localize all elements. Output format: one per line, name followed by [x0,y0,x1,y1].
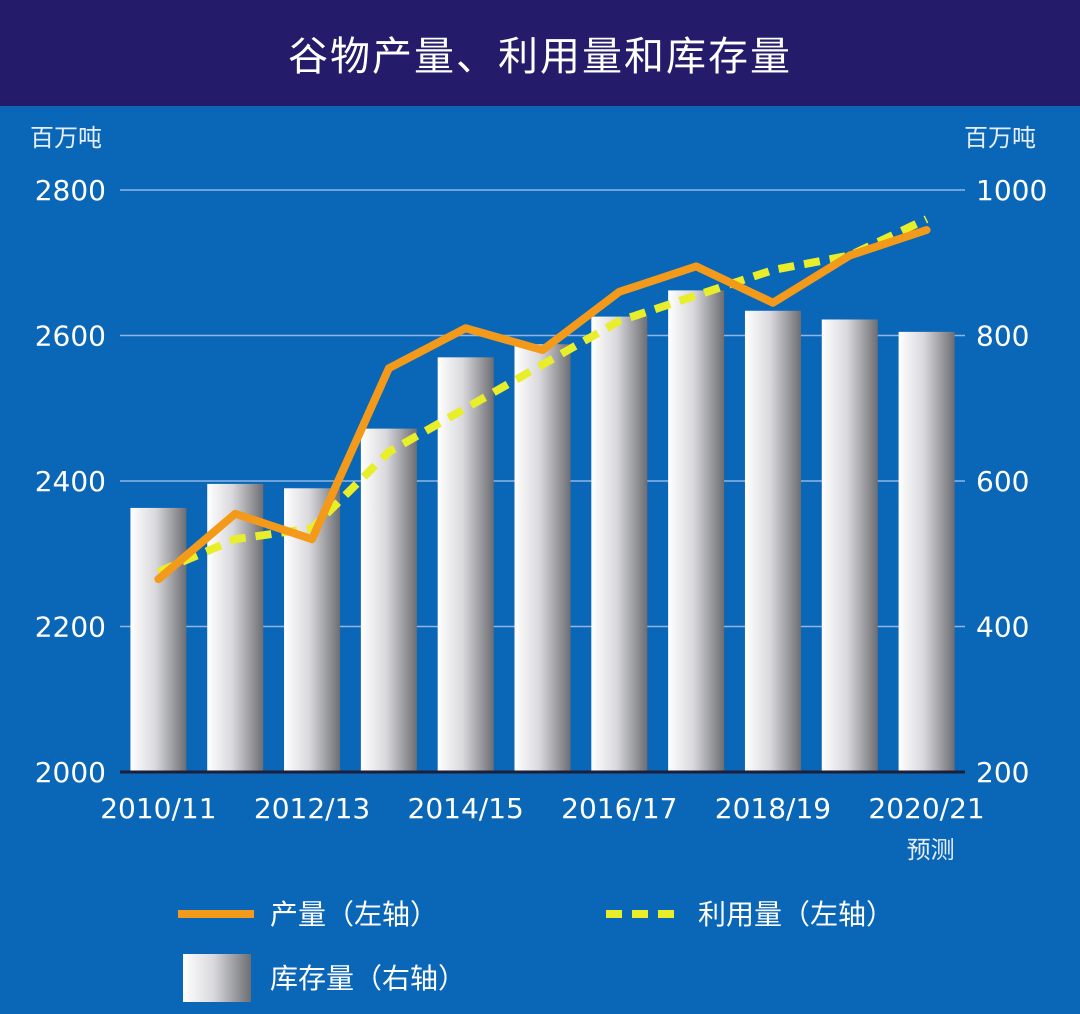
stock-bar [360,428,417,772]
stock-bar [821,319,878,772]
stock-bar [668,290,725,772]
chart-canvas: 百万吨 百万吨 2000 2200 2400 2600 2800 200 400 600 800 10… [30,124,1047,1002]
x-axis-tick-label: 2010/11 [100,792,216,825]
x-axis-tick-label: 2016/17 [561,792,677,825]
right-axis-unit: 百万吨 [964,124,1036,152]
stock-bar [437,357,494,772]
left-axis-tick-label: 2800 [35,174,106,207]
chart-title: 谷物产量、利用量和库存量 [288,34,792,80]
legend-utilization-label: 利用量（左轴） [698,898,894,931]
production-line [154,226,931,584]
right-axis-tick-label: 800 [976,320,1029,353]
stock-bar [591,316,648,772]
x-axis-tick-label: 2012/13 [254,792,370,825]
stock-bar [898,331,955,772]
right-axis-tick-label: 1000 [976,174,1047,207]
x-axis-tick-label: 2018/19 [715,792,831,825]
left-axis-tick-label: 2400 [35,465,106,498]
stock-bar [130,507,187,772]
left-axis-tick-label: 2200 [35,611,106,644]
stock-bar [744,310,801,772]
left-axis-tick-label: 2600 [35,320,106,353]
left-axis-unit: 百万吨 [30,124,102,152]
legend-stock-label: 库存量（右轴） [270,962,466,995]
right-axis-tick-label: 600 [976,465,1029,498]
right-axis-tick-label: 400 [976,611,1029,644]
legend-production-label: 产量（左轴） [270,898,438,931]
left-axis-tick-label: 2000 [35,756,106,789]
stock-bar [514,344,571,772]
x-axis-tick-label: 2020/21 [868,792,984,825]
right-axis-tick-label: 200 [976,756,1029,789]
title-bar: 谷物产量、利用量和库存量 [0,0,1080,106]
legend-stock-swatch [183,954,251,1002]
x-axis-tick-label: 2014/15 [408,792,524,825]
forecast-note: 预测 [907,836,955,864]
